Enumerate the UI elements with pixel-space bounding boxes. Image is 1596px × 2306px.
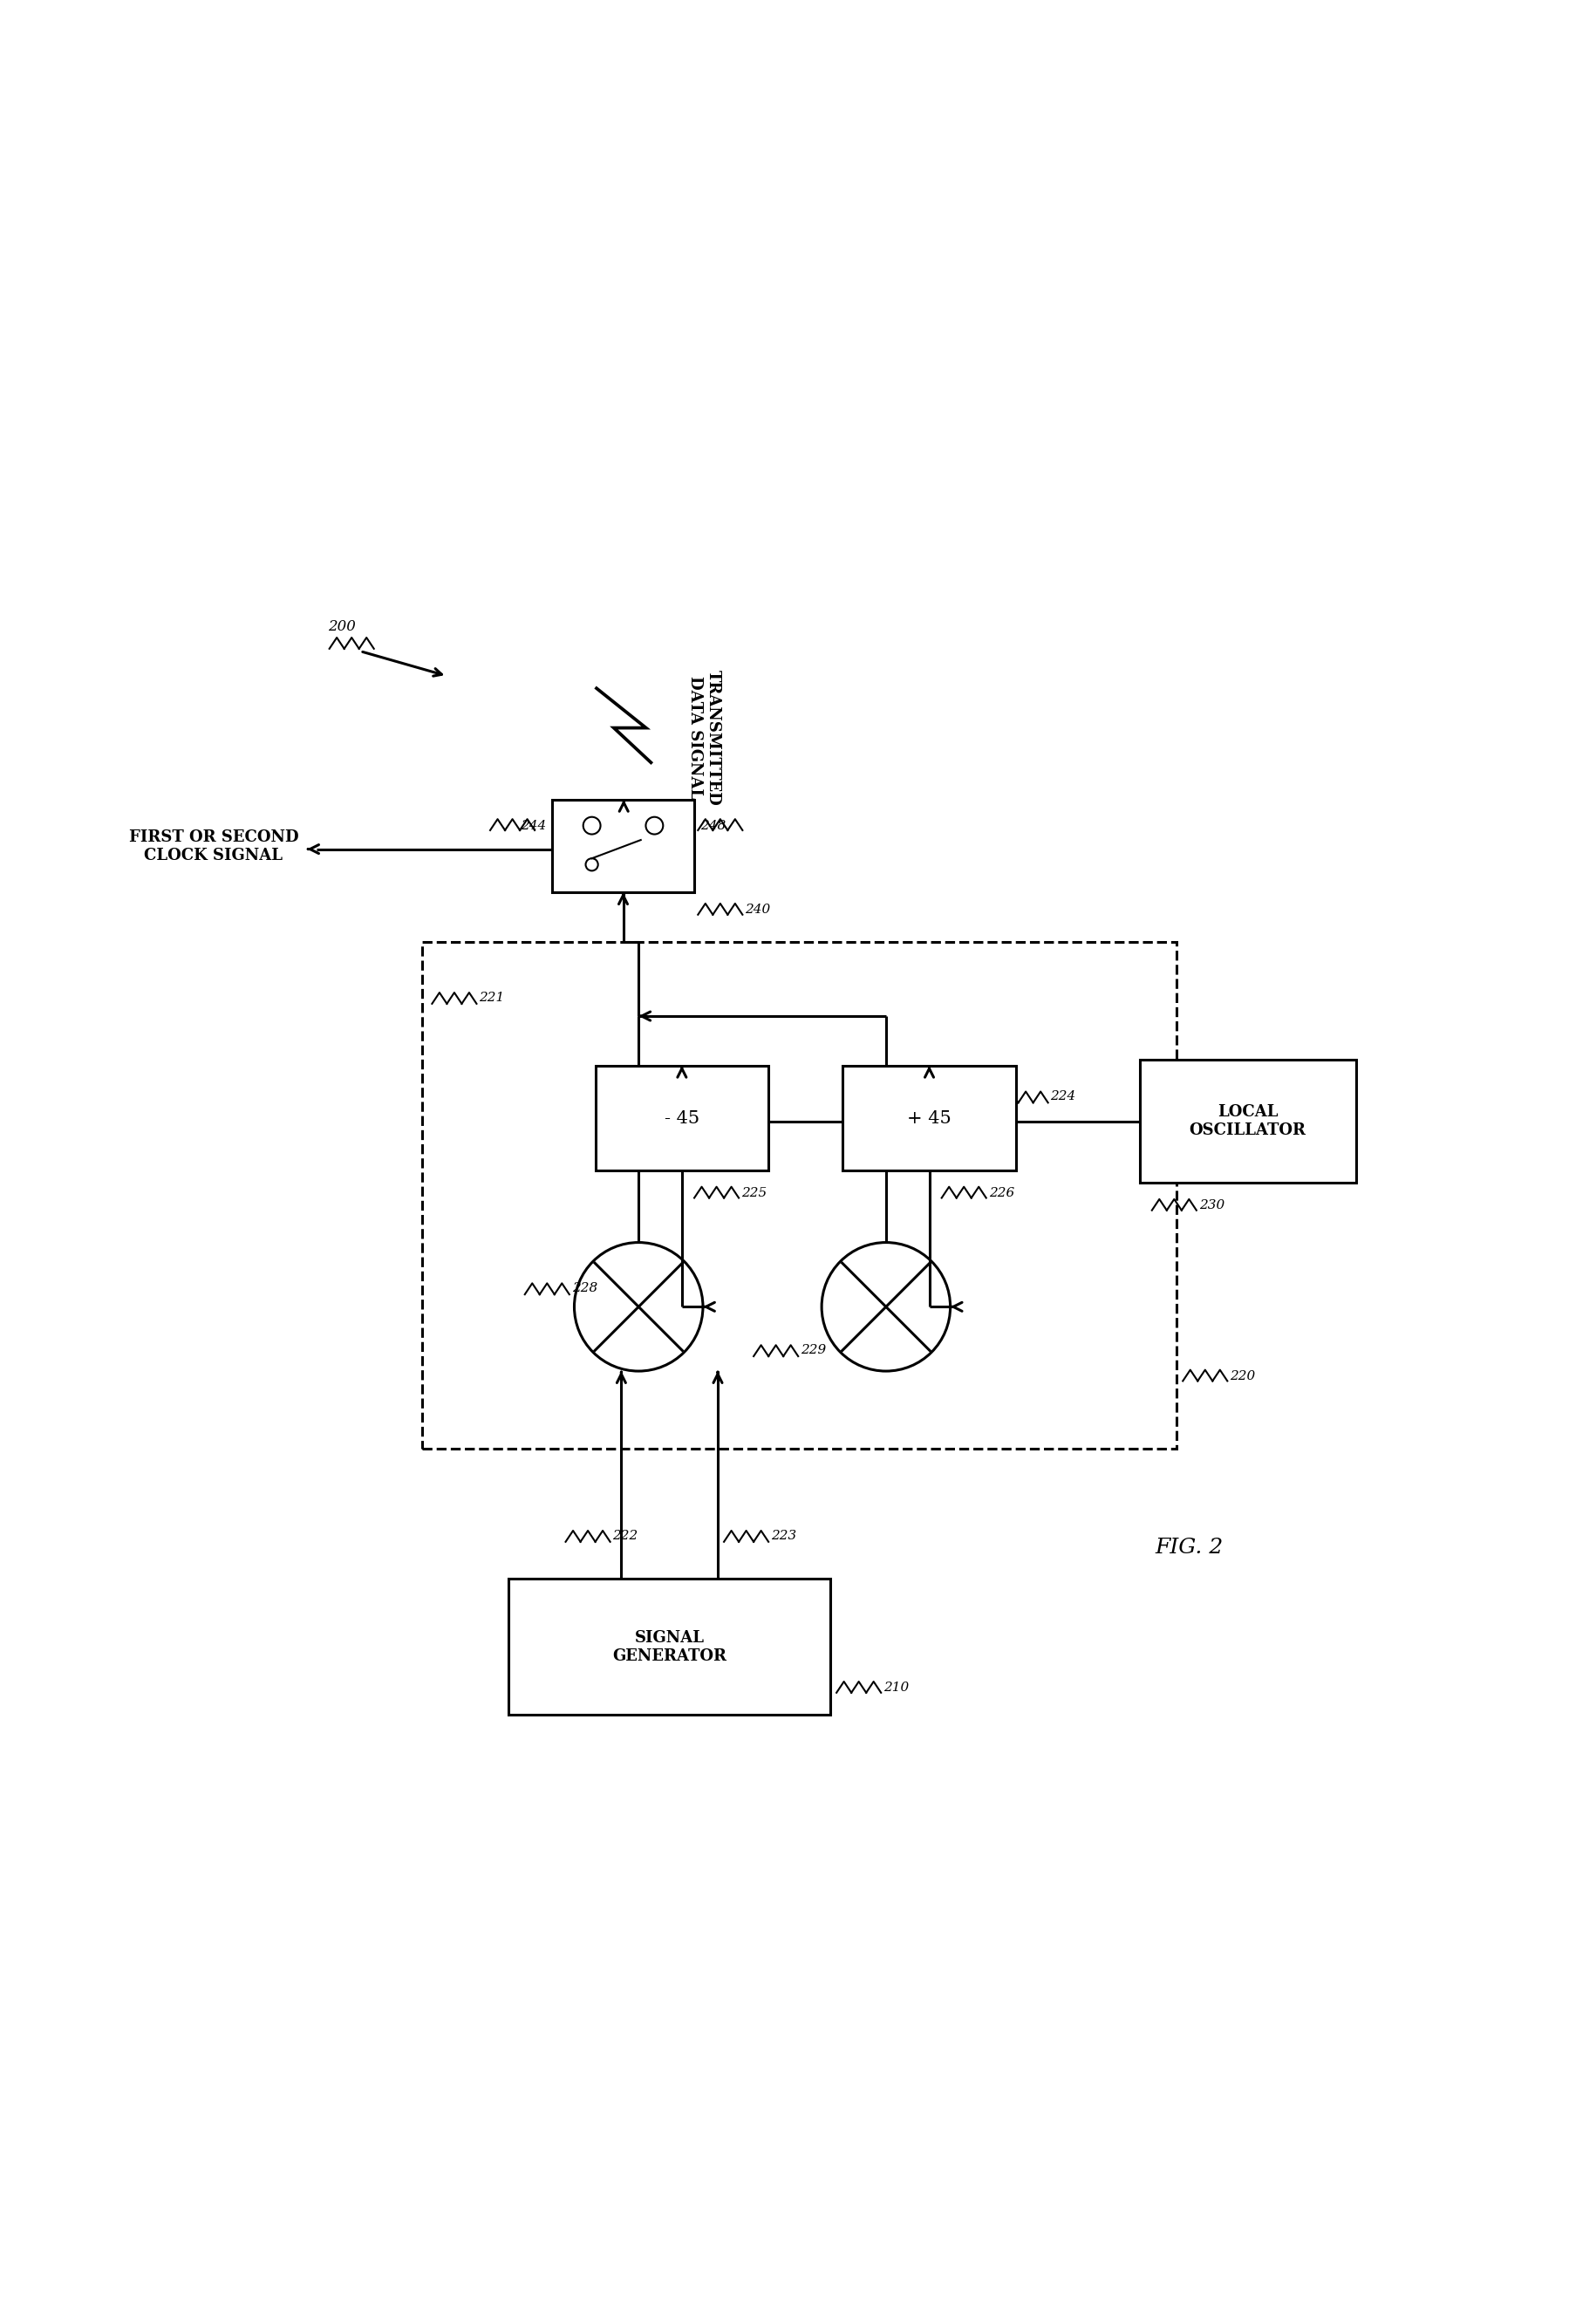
Bar <box>595 1065 769 1171</box>
Text: - 45: - 45 <box>664 1109 699 1125</box>
Text: 226: 226 <box>988 1188 1013 1199</box>
Text: 200: 200 <box>327 618 356 634</box>
Text: 210: 210 <box>884 1681 910 1695</box>
Text: FIG. 2: FIG. 2 <box>1156 1538 1223 1559</box>
Bar <box>843 1065 1017 1171</box>
Text: FIRST OR SECOND
CLOCK SIGNAL: FIRST OR SECOND CLOCK SIGNAL <box>129 830 298 862</box>
Bar <box>1140 1058 1357 1183</box>
Bar <box>552 800 694 892</box>
Text: 248: 248 <box>701 819 726 832</box>
Text: 220: 220 <box>1231 1370 1256 1381</box>
Text: 240: 240 <box>745 904 771 915</box>
Bar <box>509 1580 830 1716</box>
Text: 225: 225 <box>741 1188 766 1199</box>
Text: 223: 223 <box>771 1529 796 1543</box>
Text: 224: 224 <box>1050 1091 1076 1102</box>
Text: 222: 222 <box>613 1529 638 1543</box>
Bar <box>421 941 1176 1448</box>
Text: LOCAL
OSCILLATOR: LOCAL OSCILLATOR <box>1189 1105 1306 1139</box>
Text: 228: 228 <box>571 1282 597 1294</box>
Text: 221: 221 <box>479 992 504 1003</box>
Text: 230: 230 <box>1199 1199 1224 1211</box>
Text: TRANSMITTED
DATA SIGNAL: TRANSMITTED DATA SIGNAL <box>688 669 721 805</box>
Text: SIGNAL
GENERATOR: SIGNAL GENERATOR <box>613 1630 726 1665</box>
Text: + 45: + 45 <box>907 1109 951 1125</box>
Text: 244: 244 <box>520 819 546 832</box>
Text: 229: 229 <box>801 1344 827 1356</box>
